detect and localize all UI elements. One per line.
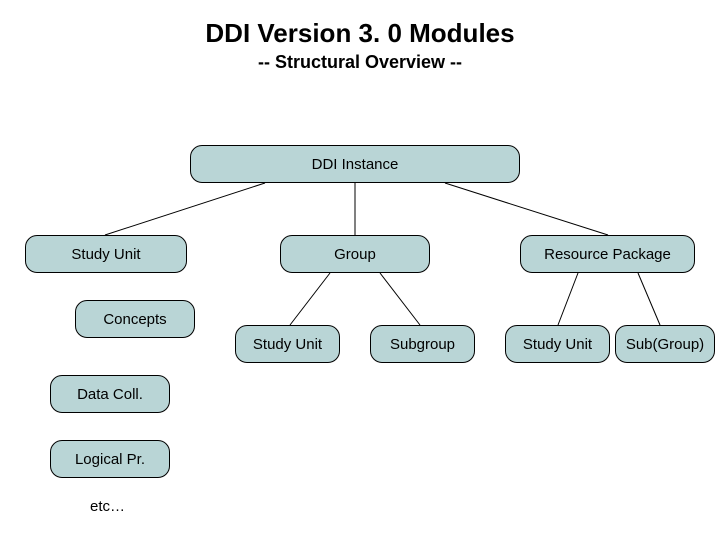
node-logical-pr: Logical Pr. [50,440,170,478]
node-concepts: Concepts [75,300,195,338]
node-label: Study Unit [253,336,322,353]
page-title: DDI Version 3. 0 Modules [0,18,720,49]
node-label: Data Coll. [77,386,143,403]
node-label: Logical Pr. [75,451,145,468]
node-group-study-unit: Study Unit [235,325,340,363]
node-group: Group [280,235,430,273]
node-subgroup: Subgroup [370,325,475,363]
diagram-canvas: DDI Version 3. 0 Modules -- Structural O… [0,0,720,540]
node-sub-group: Sub(Group) [615,325,715,363]
node-data-coll: Data Coll. [50,375,170,413]
edge [558,273,578,325]
node-ddi-instance: DDI Instance [190,145,520,183]
node-label: Concepts [103,311,166,328]
node-label: Resource Package [544,246,671,263]
node-label: DDI Instance [312,156,399,173]
etc-label: etc… [90,498,125,515]
node-label: Group [334,246,376,263]
node-study-unit: Study Unit [25,235,187,273]
node-rp-study-unit: Study Unit [505,325,610,363]
node-resource-package: Resource Package [520,235,695,273]
node-label: Study Unit [523,336,592,353]
page-subtitle: -- Structural Overview -- [0,52,720,73]
edge [380,273,420,325]
node-label: Sub(Group) [626,336,704,353]
edge [105,183,265,235]
node-label: Subgroup [390,336,455,353]
edge [445,183,608,235]
edge [290,273,330,325]
node-label: Study Unit [71,246,140,263]
edge [638,273,660,325]
